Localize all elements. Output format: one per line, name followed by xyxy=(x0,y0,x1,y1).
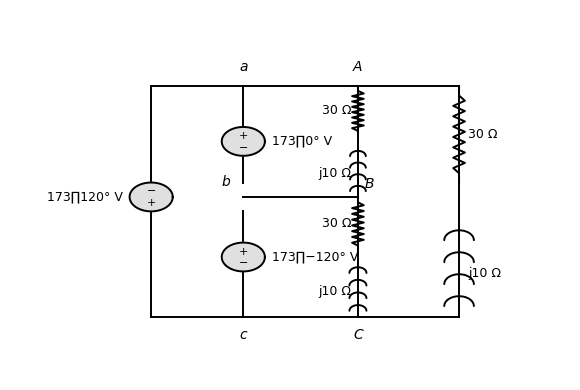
Text: B: B xyxy=(365,177,374,191)
Text: +: + xyxy=(238,131,248,141)
Text: 30 Ω: 30 Ω xyxy=(322,105,351,117)
Text: b: b xyxy=(221,176,230,190)
Text: 173∏0° V: 173∏0° V xyxy=(271,135,332,148)
Text: +: + xyxy=(147,199,156,208)
Text: 173∏−120° V: 173∏−120° V xyxy=(271,250,358,264)
Text: −: − xyxy=(147,186,156,197)
Text: a: a xyxy=(239,60,248,74)
Polygon shape xyxy=(222,127,265,156)
Text: j10 Ω: j10 Ω xyxy=(318,285,351,298)
Text: −: − xyxy=(238,143,248,153)
Text: j10 Ω: j10 Ω xyxy=(468,267,501,280)
Polygon shape xyxy=(129,183,173,211)
Polygon shape xyxy=(222,243,265,271)
Text: +: + xyxy=(238,246,248,257)
Text: A: A xyxy=(353,60,362,74)
Text: −: − xyxy=(238,259,248,268)
Text: 173∏120° V: 173∏120° V xyxy=(47,190,123,204)
Text: C: C xyxy=(353,328,363,342)
Text: 30 Ω: 30 Ω xyxy=(468,128,498,141)
Text: j10 Ω: j10 Ω xyxy=(318,167,351,180)
Text: c: c xyxy=(240,328,247,342)
Text: 30 Ω: 30 Ω xyxy=(322,218,351,230)
